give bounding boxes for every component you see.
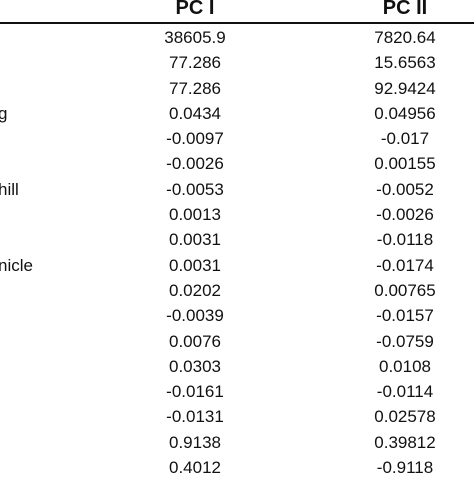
row-label: g <box>0 103 8 123</box>
table-row: -0.0161 -0.0114 <box>0 379 474 404</box>
cell-pc1-value: 0.0434 <box>169 103 221 123</box>
cell-pc2-value: -0.0174 <box>376 255 434 275</box>
cell-pc2-value: 0.04956 <box>374 103 436 123</box>
table-row: -0.0026 0.00155 <box>0 151 474 176</box>
table-row: 0.0202 0.00765 <box>0 278 474 303</box>
cell-pc2-value: 0.00155 <box>374 154 436 174</box>
cell-pc1-value: 77.286 <box>169 53 221 73</box>
table-row: 77.286 15.6563 <box>0 50 474 75</box>
cell-pc2-value: -0.9118 <box>376 458 434 478</box>
table-row: 0.0031 -0.0118 <box>0 227 474 252</box>
table-row: 0.9138 0.39812 <box>0 430 474 455</box>
cell-pc1-value: -0.0053 <box>166 179 224 199</box>
table-row: 38605.9 7820.64 <box>0 25 474 50</box>
table-row: 0.0013 -0.0026 <box>0 202 474 227</box>
table-row: 77.286 92.9424 <box>0 76 474 101</box>
cell-pc2-value: -0.0157 <box>376 306 434 326</box>
cell-pc2-value: -0.0114 <box>376 382 434 402</box>
cell-pc1-value: -0.0097 <box>166 129 224 149</box>
cell-pc2-value: -0.0026 <box>376 205 434 225</box>
table-row: hill -0.0053 -0.0052 <box>0 177 474 202</box>
row-label: hill <box>0 179 19 199</box>
cell-pc2-value: 92.9424 <box>374 78 436 98</box>
cell-pc2-value: 0.0108 <box>379 356 431 376</box>
cell-pc1-value: 0.9138 <box>169 432 221 452</box>
header-divider <box>0 22 474 24</box>
table-row: -0.0097 -0.017 <box>0 126 474 151</box>
cell-pc1-value: 0.0031 <box>169 255 221 275</box>
cell-pc2-value: -0.0759 <box>376 331 434 351</box>
table-row: 0.0303 0.0108 <box>0 354 474 379</box>
table-row: g 0.0434 0.04956 <box>0 101 474 126</box>
cell-pc2-value: -0.0118 <box>376 230 434 250</box>
cell-pc1-value: -0.0161 <box>166 382 224 402</box>
table-row: 0.4012 -0.9118 <box>0 455 474 480</box>
cell-pc2-value: 0.02578 <box>374 407 436 427</box>
cell-pc2-value: 0.39812 <box>374 432 436 452</box>
column-header-pc1: PC I <box>175 0 215 19</box>
cell-pc2-value: 0.00765 <box>374 280 436 300</box>
cell-pc1-value: 0.0013 <box>169 205 221 225</box>
table-row: 0.0076 -0.0759 <box>0 329 474 354</box>
row-label: nicle <box>0 255 33 275</box>
table-row: nicle 0.0031 -0.0174 <box>0 253 474 278</box>
cell-pc1-value: 0.0202 <box>169 280 221 300</box>
cell-pc1-value: 0.0076 <box>169 331 221 351</box>
cell-pc1-value: 0.0031 <box>169 230 221 250</box>
table-body: 38605.9 7820.64 77.286 15.6563 77.286 92.9424… <box>0 25 474 480</box>
cell-pc1-value: 77.286 <box>169 78 221 98</box>
column-header-pc2: PC II <box>382 0 428 19</box>
cell-pc1-value: 38605.9 <box>164 28 226 47</box>
cell-pc2-value: 7820.64 <box>374 28 436 47</box>
cell-pc1-value: 0.0303 <box>169 356 221 376</box>
table-row: -0.0131 0.02578 <box>0 404 474 429</box>
table-row: -0.0039 -0.0157 <box>0 303 474 328</box>
cell-pc1-value: -0.0131 <box>166 407 224 427</box>
cell-pc1-value: -0.0026 <box>166 154 224 174</box>
table-header: PC I PC II <box>0 0 474 22</box>
cell-pc2-value: -0.0052 <box>376 179 434 199</box>
cell-pc1-value: 0.4012 <box>169 458 221 478</box>
cell-pc2-value: -0.017 <box>380 129 430 149</box>
cell-pc1-value: -0.0039 <box>166 306 224 326</box>
cell-pc2-value: 15.6563 <box>374 53 436 73</box>
